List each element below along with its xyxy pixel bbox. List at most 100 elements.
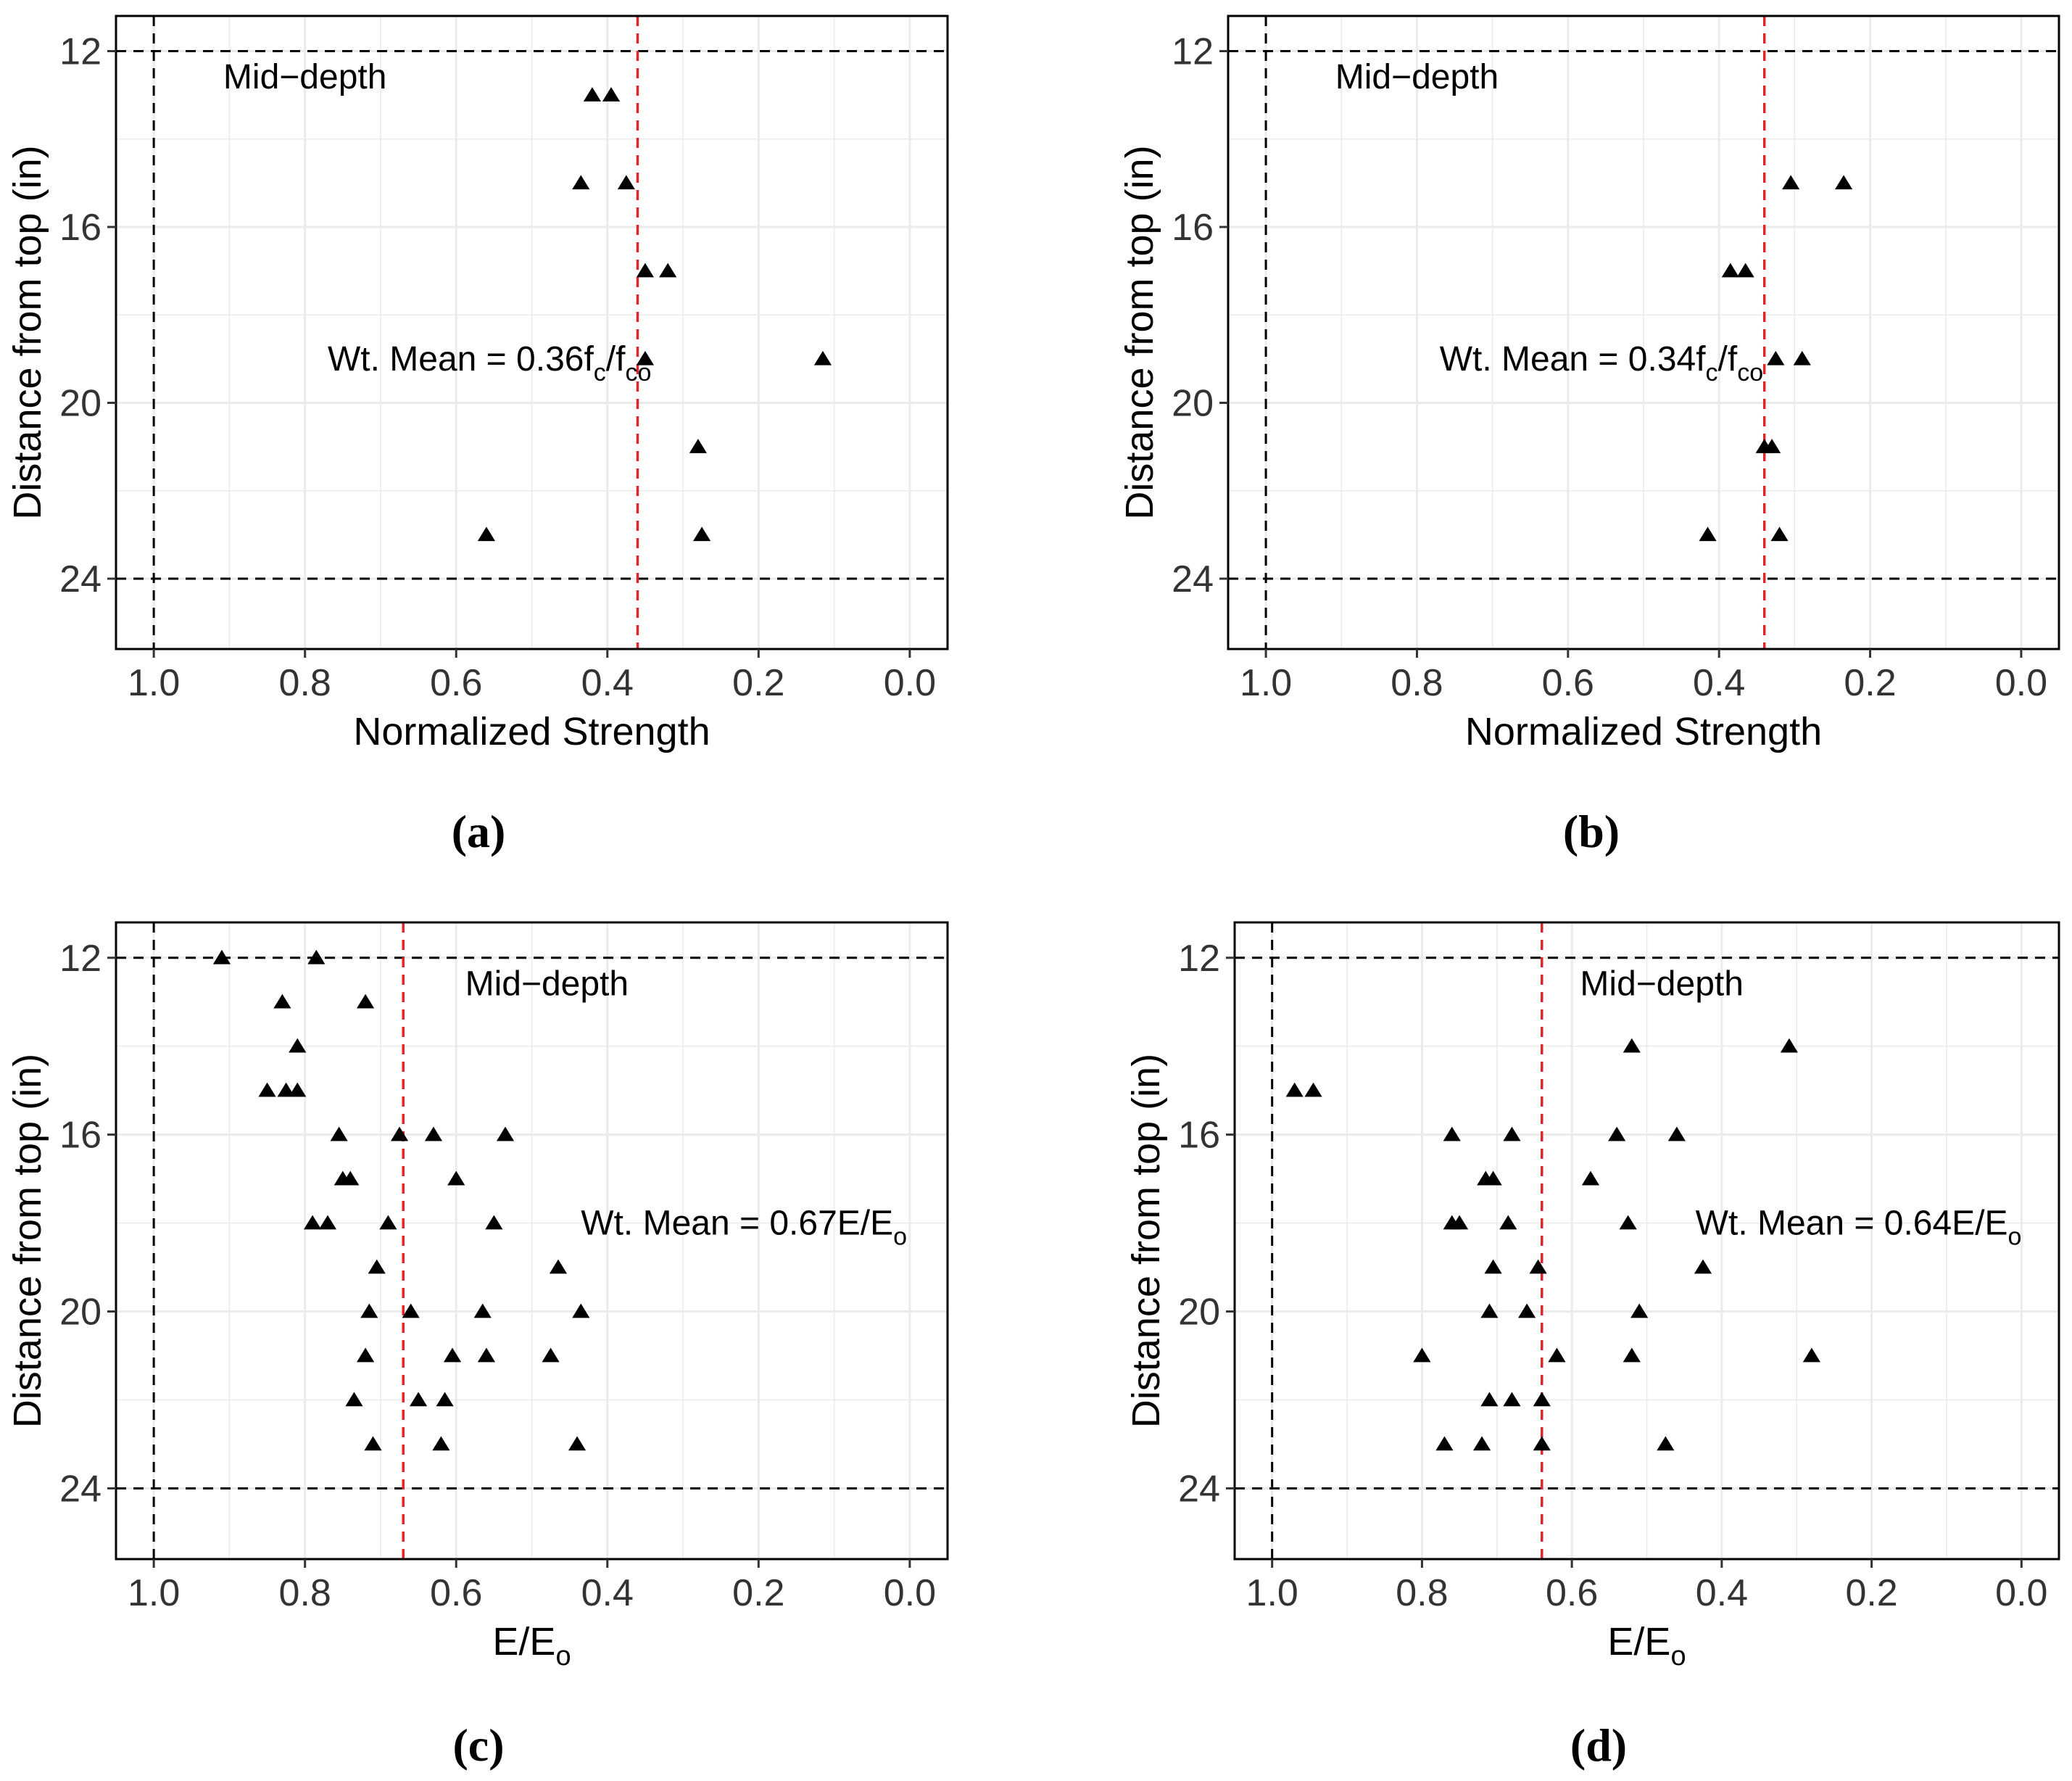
panel-3: 1.0 0.8 0.6 0.4 0.2 0.0 12 16 20 24 E/Eo Distance f… xyxy=(6,921,949,1672)
data-point xyxy=(345,1392,363,1407)
data-point xyxy=(1480,1392,1499,1407)
data-point xyxy=(1608,1126,1626,1141)
y-axis-title: Distance from top (in) xyxy=(6,145,49,519)
x-tick-label: 0.6 xyxy=(1542,662,1594,704)
y-tick-label: 16 xyxy=(59,1115,101,1157)
panel-caption: (a) xyxy=(451,806,506,857)
y-tick-label: 16 xyxy=(1178,1115,1220,1157)
data-point xyxy=(572,175,590,190)
data-point xyxy=(212,949,231,964)
data-point xyxy=(1533,1392,1551,1407)
x-tick-label: 0.0 xyxy=(884,1572,936,1614)
data-point xyxy=(318,1215,337,1230)
data-point xyxy=(1435,1436,1454,1451)
y-tick-label: 24 xyxy=(1178,1468,1220,1510)
mid-depth-label: Mid−depth xyxy=(465,964,629,1003)
data-point xyxy=(273,993,291,1009)
data-point xyxy=(1503,1126,1521,1141)
x-tick-label: 1.0 xyxy=(128,662,180,704)
x-tick-label: 1.0 xyxy=(1240,662,1292,704)
data-point xyxy=(549,1259,568,1274)
x-tick-label: 0.2 xyxy=(1844,662,1896,704)
y-tick-label: 24 xyxy=(59,1468,101,1510)
data-point xyxy=(447,1170,465,1186)
data-point xyxy=(659,263,677,278)
data-point xyxy=(360,1303,378,1318)
data-point xyxy=(1443,1126,1461,1141)
data-point xyxy=(583,87,602,102)
data-point xyxy=(1623,1347,1641,1363)
plot-border xyxy=(115,921,949,1561)
x-tick-label: 0.6 xyxy=(430,662,482,704)
data-point xyxy=(1793,350,1811,365)
plot-border xyxy=(1227,15,2060,650)
data-point xyxy=(1736,263,1754,278)
data-point xyxy=(477,526,496,542)
plot-border xyxy=(115,15,949,650)
x-tick-label: 0.6 xyxy=(430,1572,482,1614)
y-tick-label: 20 xyxy=(1172,383,1214,425)
mid-depth-label: Mid−depth xyxy=(1335,58,1499,96)
data-point xyxy=(1834,175,1853,190)
y-tick-label: 20 xyxy=(59,1292,101,1334)
data-point xyxy=(436,1392,454,1407)
data-point xyxy=(368,1259,386,1274)
data-point xyxy=(473,1303,492,1318)
y-tick-label: 12 xyxy=(59,938,101,980)
y-tick-label: 24 xyxy=(1172,558,1214,600)
x-tick-label: 0.4 xyxy=(581,1572,634,1614)
x-axis-title: E/Eo xyxy=(492,1620,571,1672)
x-tick-label: 0.0 xyxy=(1995,662,2047,704)
data-point xyxy=(341,1170,360,1186)
mid-depth-label: Mid−depth xyxy=(223,58,387,96)
data-point xyxy=(1285,1082,1304,1097)
data-point xyxy=(357,1347,375,1363)
data-point xyxy=(813,350,832,365)
data-point xyxy=(636,350,655,365)
x-tick-label: 1.0 xyxy=(128,1572,180,1614)
y-tick-label: 12 xyxy=(1172,31,1214,73)
weighted-mean-label: Wt. Mean = 0.36fc/fco xyxy=(328,340,651,387)
mid-depth-label: Mid−depth xyxy=(1580,964,1744,1003)
x-axis-title: Normalized Strength xyxy=(353,710,710,753)
data-point xyxy=(1304,1082,1322,1097)
data-point xyxy=(289,1038,307,1053)
y-axis-title: Distance from top (in) xyxy=(1118,145,1161,519)
y-tick-label: 12 xyxy=(59,31,101,73)
data-point xyxy=(1480,1303,1499,1318)
data-point xyxy=(364,1436,382,1451)
data-point xyxy=(1499,1215,1517,1230)
data-point xyxy=(1484,1259,1502,1274)
data-point xyxy=(330,1126,348,1141)
data-point xyxy=(307,949,326,964)
data-point xyxy=(1721,263,1739,278)
data-point xyxy=(1767,350,1785,365)
data-point xyxy=(258,1082,276,1097)
x-tick-label: 0.4 xyxy=(1696,1572,1748,1614)
data-point xyxy=(1529,1259,1547,1274)
data-point xyxy=(1533,1436,1551,1451)
data-point xyxy=(424,1126,443,1141)
data-point xyxy=(693,526,711,542)
data-point xyxy=(496,1126,515,1141)
x-tick-label: 1.0 xyxy=(1246,1572,1298,1614)
panel-4: 1.0 0.8 0.6 0.4 0.2 0.0 12 16 20 24 E/Eo Distance f… xyxy=(1124,921,2060,1672)
data-point xyxy=(1630,1303,1649,1318)
y-tick-label: 12 xyxy=(1178,938,1220,980)
data-point xyxy=(477,1347,496,1363)
data-point xyxy=(1413,1347,1431,1363)
y-tick-label: 16 xyxy=(1172,207,1214,249)
x-axis-title: Normalized Strength xyxy=(1465,710,1822,753)
data-point xyxy=(379,1215,397,1230)
data-point xyxy=(1619,1215,1637,1230)
x-tick-label: 0.2 xyxy=(1845,1572,1897,1614)
x-tick-label: 0.2 xyxy=(732,662,784,704)
data-point xyxy=(542,1347,560,1363)
data-point xyxy=(572,1303,590,1318)
data-point xyxy=(1780,1038,1798,1053)
data-point xyxy=(443,1347,462,1363)
data-point xyxy=(390,1126,409,1141)
data-point xyxy=(304,1215,322,1230)
weighted-mean-label: Wt. Mean = 0.64E/Eo xyxy=(1696,1204,2022,1251)
